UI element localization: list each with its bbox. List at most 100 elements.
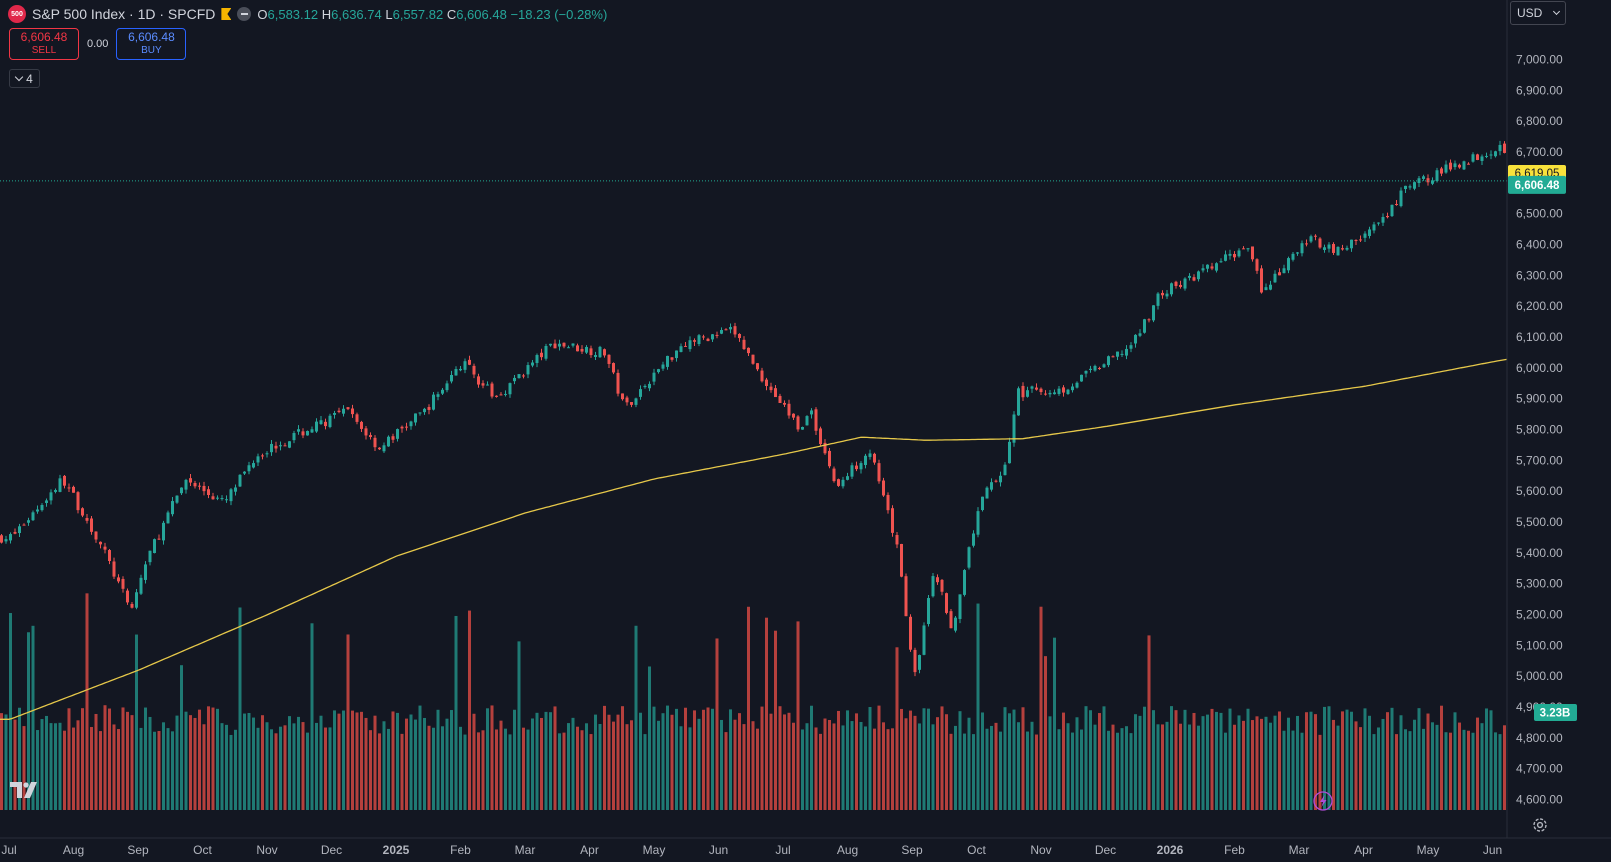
volume-bar [1143, 706, 1146, 810]
candle-body [846, 476, 849, 480]
volume-bar [1242, 720, 1245, 810]
volume-bar [342, 710, 345, 810]
volume-bar [747, 606, 750, 810]
volume-bar [549, 712, 552, 810]
volume-bar [1192, 712, 1196, 810]
volume-bar [1026, 731, 1029, 810]
candle-body [571, 343, 575, 346]
time-axis[interactable]: Jul Aug Sep Oct Nov Dec 2025 Feb Mar Apr May Jun Jul… [1, 843, 1502, 857]
candle-body [1462, 161, 1466, 170]
candle-body [553, 343, 557, 349]
tradingview-logo-icon[interactable] [10, 780, 42, 800]
volume-bar [1359, 727, 1362, 810]
candle-body [1485, 155, 1488, 157]
candle-body [1048, 392, 1052, 395]
candle-body [238, 474, 242, 487]
currency-select[interactable]: USD [1510, 1, 1566, 25]
chevron-down-icon [1552, 7, 1561, 16]
candle-body [1035, 387, 1038, 390]
candle-body [58, 478, 62, 492]
volume-bar [841, 725, 845, 810]
candle-body [279, 445, 282, 447]
flag-icon[interactable] [221, 8, 232, 20]
market-closed-icon[interactable] [237, 7, 252, 21]
candle-body [1426, 178, 1430, 183]
volume-bar [1377, 727, 1380, 810]
volume-bar [1021, 707, 1025, 810]
candle-body [1102, 364, 1106, 368]
volume-bar [418, 705, 422, 810]
candle-body [972, 533, 975, 546]
candle-body [126, 590, 129, 603]
price-tick-label: 5,400.00 [1516, 546, 1563, 560]
volume-bar [1003, 707, 1007, 810]
candle-body [1269, 284, 1272, 290]
volume-bar [202, 724, 206, 810]
symbol-logo-icon: 500 [8, 5, 26, 23]
candle-body [531, 362, 534, 366]
candle-body [139, 577, 143, 594]
volume-bar [369, 730, 372, 810]
volume-bar [4, 714, 8, 810]
time-tick-label: Oct [193, 843, 212, 857]
volume-bar [1012, 709, 1016, 810]
volume-bar [162, 722, 165, 810]
volume-bar [459, 726, 462, 810]
candle-body [1318, 238, 1322, 248]
candle-body [274, 445, 278, 449]
volume-value: 3.23B [1540, 708, 1571, 720]
settings-gear-icon[interactable] [1530, 815, 1550, 835]
candle-body [9, 534, 12, 541]
volume-bar [792, 722, 795, 810]
time-tick-label: 2026 [1157, 843, 1184, 857]
symbol-title[interactable]: S&P 500 Index · 1D · SPCFD [32, 6, 216, 22]
indicators-count: 4 [26, 71, 33, 86]
price-axis[interactable]: 7,000.006,900.006,800.006,700.006,600.00… [1516, 53, 1563, 807]
indicators-toggle-button[interactable]: 4 [9, 69, 40, 88]
volume-bar [1386, 712, 1389, 810]
volume-bar [72, 727, 75, 810]
volume-bar [360, 711, 363, 810]
buy-button[interactable]: 6,606.48 BUY [116, 28, 187, 60]
volume-bar [1494, 732, 1497, 810]
volume-bar [279, 726, 282, 810]
volume-bar [1345, 709, 1349, 810]
candle-body [1323, 247, 1326, 250]
price-tick-label: 6,300.00 [1516, 268, 1563, 282]
volume-bar [891, 728, 894, 810]
volume-bar [1134, 714, 1137, 810]
candle-body [306, 430, 309, 436]
volume-bar [544, 711, 548, 810]
volume-bar [778, 706, 782, 810]
candle-body [706, 338, 710, 342]
candle-body [1192, 277, 1196, 281]
candle-body [661, 364, 665, 369]
candle-body [409, 421, 413, 427]
candle-body [432, 394, 435, 410]
volume-bar [558, 733, 561, 810]
volume-bar [1098, 713, 1101, 810]
candle-body [589, 348, 593, 356]
price-tick-label: 6,200.00 [1516, 299, 1563, 313]
price-tick-label: 5,900.00 [1516, 392, 1563, 406]
sell-button[interactable]: 6,606.48 SELL [9, 28, 79, 60]
volume-bar [1044, 656, 1047, 810]
candle-body [481, 383, 485, 386]
candle-body [684, 345, 687, 347]
candle-body [1116, 351, 1119, 357]
volume-bar [1174, 710, 1178, 810]
volume-bar [171, 731, 174, 810]
candle-body [270, 443, 273, 453]
candle-body [558, 343, 561, 347]
candle-body [184, 479, 188, 490]
open-label: O [257, 6, 268, 22]
volume-bar [864, 726, 867, 810]
volume-bar [423, 717, 426, 810]
candle-body [1300, 243, 1304, 254]
realtime-lightning-icon[interactable] [1313, 791, 1333, 811]
candle-body [445, 383, 449, 391]
volume-bar [657, 720, 660, 810]
candle-body [1341, 248, 1344, 250]
volume-bar [702, 709, 705, 810]
